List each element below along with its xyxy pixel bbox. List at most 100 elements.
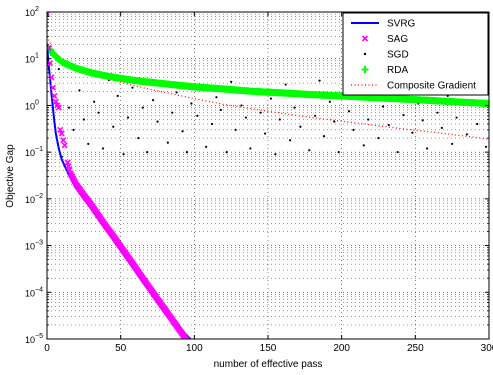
sgd-point <box>465 133 468 136</box>
sgd-point <box>402 114 405 117</box>
y-tick-label: 10 <box>25 335 35 345</box>
y-tick-exponent: −1 <box>35 146 43 153</box>
sgd-point <box>72 128 75 131</box>
sgd-point <box>156 120 159 123</box>
sag-marker <box>182 336 188 339</box>
sgd-point <box>284 83 287 86</box>
y-tick-exponent: −5 <box>35 333 43 340</box>
legend-item: SGD <box>363 50 409 61</box>
sgd-point <box>219 108 222 112</box>
sgd-point <box>484 145 488 148</box>
sag-marker <box>57 126 64 133</box>
sgd-point <box>249 147 252 150</box>
sgd-point <box>293 106 296 109</box>
sgd-point <box>451 142 454 146</box>
sgd-point <box>440 126 443 130</box>
x-tick-label: 300 <box>481 343 493 354</box>
legend-item: SVRG <box>351 19 416 30</box>
sgd-point <box>455 116 458 119</box>
sgd-point <box>333 120 336 123</box>
sgd-point <box>269 97 273 100</box>
sag-marker <box>47 44 52 51</box>
sgd-point <box>328 100 331 103</box>
series-rda <box>47 43 489 107</box>
sgd-point <box>278 118 281 121</box>
y-tick-exponent: 2 <box>35 6 39 13</box>
sgd-point <box>396 151 399 154</box>
sgd-point <box>141 106 144 109</box>
sgd-point <box>387 123 390 127</box>
x-tick-label: 250 <box>407 343 424 354</box>
series-line <box>47 36 489 140</box>
sgd-point <box>185 151 189 154</box>
series-composite-gradient <box>47 36 489 140</box>
ticks: 05010015020025030010−510−410−310−210−110… <box>25 6 493 354</box>
sgd-point <box>259 111 262 114</box>
y-tick-label: 10 <box>25 55 35 65</box>
sgd-point <box>210 122 214 126</box>
legend-label: Composite Gradient <box>387 81 476 92</box>
sgd-point <box>205 145 208 148</box>
sgd-point <box>126 116 130 119</box>
sag-marker <box>52 98 59 105</box>
sag-marker <box>48 74 55 81</box>
sag-marker <box>61 142 68 149</box>
x-tick-label: 200 <box>333 343 350 354</box>
y-tick-exponent: 0 <box>35 99 39 106</box>
legend-item: SAG <box>361 34 408 45</box>
sag-marker <box>60 137 67 144</box>
sgd-point <box>146 151 149 154</box>
sgd-point <box>230 80 233 83</box>
sgd-point <box>352 128 355 131</box>
legend-label: SAG <box>387 34 408 45</box>
sgd-point <box>68 106 71 109</box>
sgd-point <box>411 131 414 134</box>
sgd-point <box>97 111 100 114</box>
x-tick-label: 50 <box>115 343 127 354</box>
sgd-point <box>190 102 193 105</box>
sgd-point <box>377 136 380 140</box>
sag-marker <box>47 60 54 67</box>
sgd-point <box>234 128 237 131</box>
sgd-point <box>476 122 479 126</box>
y-tick-label: 10 <box>25 288 35 298</box>
sgd-point <box>381 105 385 108</box>
sag-marker <box>58 130 65 137</box>
sgd-point <box>166 141 169 144</box>
sgd-point <box>101 147 105 150</box>
y-tick-label: 10 <box>25 8 35 18</box>
sag-marker <box>185 336 190 339</box>
sgd-point <box>308 149 311 152</box>
y-tick-exponent: −2 <box>35 193 43 200</box>
legend-swatch <box>363 52 367 56</box>
sgd-point <box>318 79 321 82</box>
sag-marker <box>361 35 369 42</box>
legend: SVRG SAG SGD RDA Composite Gradient <box>342 12 489 96</box>
legend-label: SVRG <box>387 19 416 30</box>
y-tick-label: 10 <box>25 148 35 158</box>
sgd-point <box>181 130 184 133</box>
y-tick-label: 10 <box>25 242 35 252</box>
x-axis-label: number of effective pass <box>214 359 323 370</box>
y-tick-label: 10 <box>25 101 35 111</box>
y-tick-exponent: −4 <box>35 286 43 293</box>
sgd-point <box>87 142 90 146</box>
sgd-point <box>82 118 85 121</box>
legend-label: RDA <box>387 65 408 76</box>
sgd-point <box>131 86 134 89</box>
sgd-point <box>175 91 178 94</box>
sgd-point <box>367 118 370 121</box>
sgd-point <box>263 132 267 135</box>
x-tick-label: 150 <box>260 343 277 354</box>
legend-label: SGD <box>387 50 409 61</box>
x-tick-label: 0 <box>44 343 50 354</box>
sgd-point <box>171 111 174 114</box>
legend-item: RDA <box>361 65 408 76</box>
sgd-point <box>215 96 218 99</box>
sgd-point <box>299 125 302 128</box>
legend-box <box>342 12 489 96</box>
series-sag <box>47 12 191 339</box>
sgd-point <box>151 99 155 102</box>
